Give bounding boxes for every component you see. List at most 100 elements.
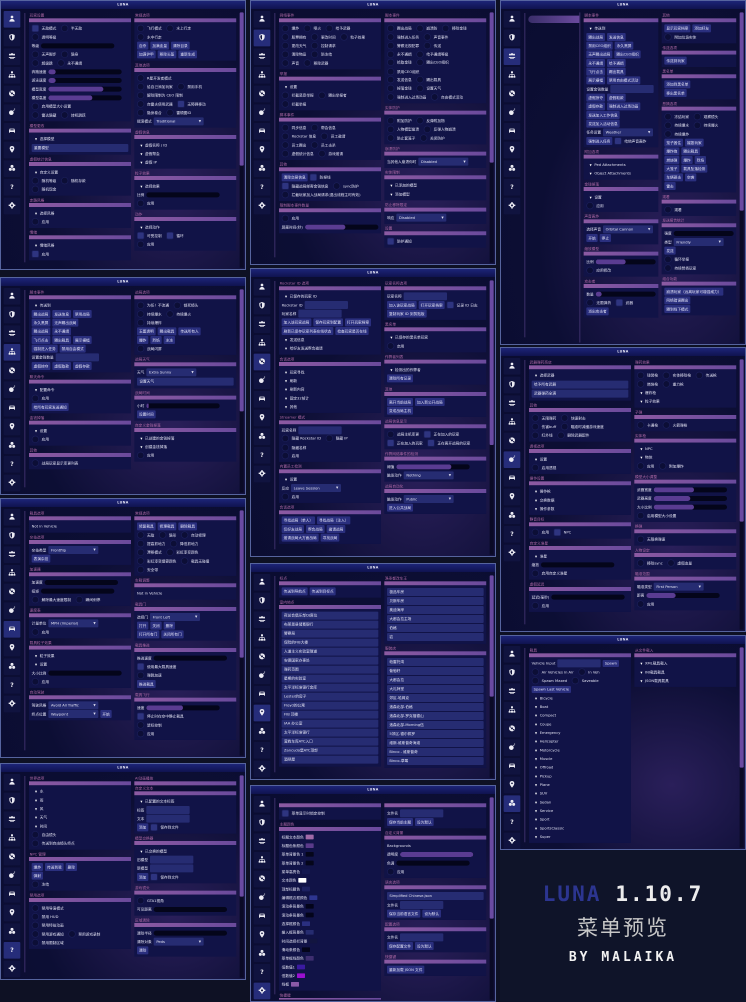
checkbox[interactable]	[281, 809, 289, 817]
checkbox-option[interactable]: 无声脚步	[31, 50, 56, 58]
slider[interactable]	[551, 594, 625, 600]
nav-car[interactable]	[503, 469, 521, 487]
action-button[interactable]: 保存玩家到配置	[313, 318, 343, 327]
action-button[interactable]: 禁用CEO组织	[586, 41, 613, 50]
nav-gear[interactable]	[3, 695, 21, 713]
checkbox-option[interactable]: 解除最大速度限制	[31, 595, 71, 604]
slider[interactable]	[40, 43, 115, 49]
tree-node[interactable]: 情绪风格	[32, 243, 55, 248]
tree-node[interactable]: 刷新内容	[282, 387, 305, 392]
action-button[interactable]: 虚假掠夺	[31, 361, 51, 370]
checkbox[interactable]	[31, 24, 39, 32]
tree-node[interactable]: 天气	[32, 815, 47, 820]
action-button[interactable]: 邀请战局	[326, 524, 346, 533]
action-button[interactable]: 保存配置文件	[386, 941, 413, 950]
checkbox-option[interactable]: 帮会信息	[310, 123, 336, 132]
list-item[interactable]: 极品车房	[386, 587, 484, 596]
list-item[interactable]: 重置模型	[31, 143, 129, 152]
checkbox-option[interactable]: 无限弹药	[586, 298, 611, 307]
checkbox[interactable]	[136, 231, 145, 240]
action-button[interactable]: 燃烧弹	[664, 155, 680, 164]
tree-node[interactable]: 设置	[282, 84, 297, 89]
checkbox-option[interactable]: 传送	[423, 41, 441, 50]
tree-node[interactable]: 刷新	[282, 378, 297, 383]
nav-shield[interactable]	[3, 29, 21, 47]
checkbox[interactable]	[303, 59, 311, 67]
slider[interactable]	[48, 77, 122, 83]
checkbox[interactable]	[166, 231, 174, 240]
checkbox-option[interactable]: 给自己添加玩家	[136, 82, 173, 91]
list-item[interactable]: IAA 办公室	[281, 719, 379, 728]
tree-node[interactable]: Coupe	[532, 722, 552, 726]
checkbox[interactable]	[664, 205, 672, 214]
text-input[interactable]	[557, 659, 601, 668]
checkbox[interactable]	[136, 108, 145, 117]
checkbox-option[interactable]: 股票拥有	[281, 33, 306, 41]
checkbox[interactable]	[386, 134, 395, 142]
checkbox[interactable]	[636, 380, 645, 388]
action-button[interactable]: 删除	[65, 862, 77, 871]
action-button[interactable]: 打开	[136, 621, 149, 630]
tree-node[interactable]: 已添加的模型	[387, 183, 417, 188]
action-button[interactable]: 发送	[664, 246, 676, 255]
checkbox[interactable]	[386, 342, 395, 350]
nav-user[interactable]	[253, 10, 271, 28]
checkbox[interactable]	[423, 430, 431, 438]
checkbox[interactable]	[281, 91, 289, 99]
checkbox-option[interactable]: 隐身卷合	[136, 108, 162, 117]
checkbox-option[interactable]: 移除武器	[303, 59, 328, 67]
checkbox[interactable]	[136, 24, 145, 32]
checkbox[interactable]	[281, 149, 289, 158]
action-button[interactable]: 给予通缉	[606, 58, 626, 67]
nav-users[interactable]	[503, 683, 521, 700]
checkbox[interactable]	[386, 116, 395, 125]
tree-node[interactable]: Super	[532, 834, 551, 838]
checkbox-option[interactable]: 启用	[386, 342, 404, 350]
tree-node[interactable]: 选择武器	[532, 373, 555, 378]
slider[interactable]	[146, 705, 220, 711]
action-button[interactable]: 设为默认	[414, 941, 434, 950]
checkbox-option[interactable]: 启用	[281, 451, 299, 460]
tree-node[interactable]: 物体	[637, 455, 652, 460]
checkbox[interactable]	[430, 93, 439, 101]
action-button[interactable]: 弹射	[31, 871, 43, 880]
list-item[interactable]: 布莱恩县储蓄银行	[281, 620, 379, 629]
nav-user[interactable]	[503, 357, 521, 375]
nav-sitemap[interactable]	[3, 343, 21, 361]
action-button[interactable]: 发送信息	[52, 309, 71, 318]
checkbox[interactable]	[31, 938, 39, 947]
action-button[interactable]: 设为默认	[422, 909, 441, 918]
tree-node[interactable]: 选择模型	[32, 136, 55, 141]
action-button[interactable]: 清除	[136, 946, 149, 955]
checkbox[interactable]	[31, 394, 39, 402]
dropdown-select[interactable]: Traditional	[153, 117, 204, 126]
nav-user[interactable]	[503, 10, 521, 28]
list-item[interactable]: 弹药范围	[281, 665, 379, 674]
nav-car[interactable]	[3, 620, 21, 638]
list-item[interactable]: Simplified Chinese.json	[386, 891, 484, 900]
checkbox-option[interactable]: sync防护	[332, 182, 359, 190]
nav-sitemap[interactable]	[253, 66, 271, 84]
text-input[interactable]	[298, 309, 342, 318]
nav-question[interactable]: ?	[503, 525, 521, 543]
nav-cubes[interactable]	[253, 428, 271, 445]
checkbox-option[interactable]: 战局闪屏	[136, 344, 162, 353]
nav-user[interactable]	[253, 573, 271, 591]
nav-user[interactable]	[3, 508, 21, 526]
color-swatch[interactable]	[309, 895, 318, 900]
checkbox[interactable]	[560, 422, 569, 431]
checkbox-option[interactable]: 武器	[615, 298, 633, 307]
nav-question[interactable]: ?	[503, 178, 521, 196]
checkbox[interactable]	[386, 93, 395, 101]
checkbox-option[interactable]: 持续爆炸	[136, 318, 162, 327]
checkbox-option[interactable]: 漂移模式	[136, 548, 162, 556]
checkbox[interactable]	[662, 421, 670, 429]
slider[interactable]	[146, 403, 220, 409]
list-item[interactable]: 人道主义实验室隧道	[281, 647, 379, 656]
nav-map-pin[interactable]	[503, 141, 521, 159]
tree-node[interactable]: 发送信息	[282, 337, 305, 342]
action-button[interactable]: 修理载具	[157, 522, 177, 531]
checkbox[interactable]	[658, 462, 667, 470]
checkbox-option[interactable]: 应用	[136, 451, 154, 459]
tree-node[interactable]: Service	[532, 808, 554, 812]
